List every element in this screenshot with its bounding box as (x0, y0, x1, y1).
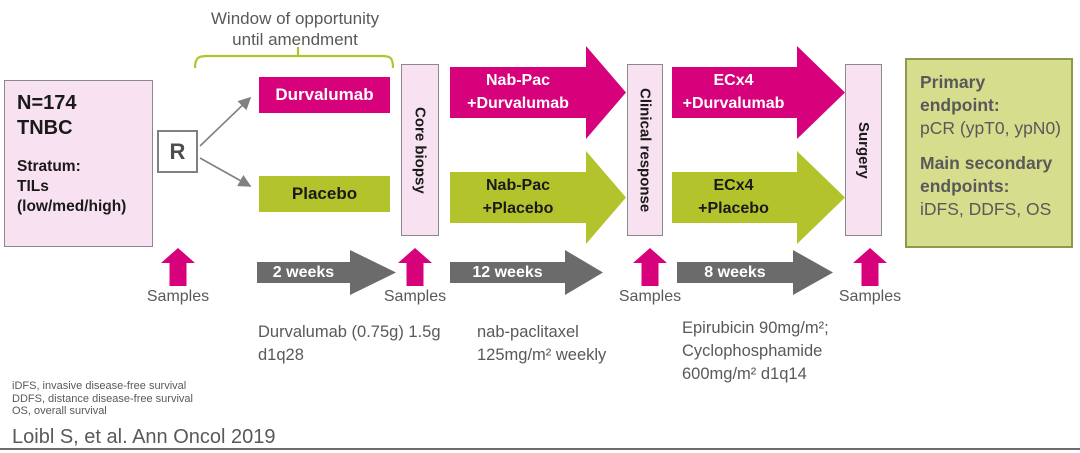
nab-paclitaxel-dose-line1: nab-paclitaxel (477, 323, 579, 341)
nabpac-durvalumab-line2: +Durvalumab (467, 95, 569, 112)
randomization-label: R (169, 138, 186, 164)
durvalumab-dose-text: Durvalumab (0.75g) 1.5g d1q28 (258, 321, 441, 367)
sample-arrow-1 (161, 248, 195, 286)
week12-arrow (450, 250, 603, 295)
week12-label: 12 weeks (472, 264, 543, 281)
clinical-response-label: Clinical response (636, 87, 654, 213)
footnote-ddfs: DDFS, distance disease-free survival (12, 392, 193, 405)
tumor-type: TNBC (17, 117, 73, 139)
clinical-response-box: Clinical response (627, 64, 663, 236)
sample-arrow-2 (398, 248, 432, 286)
week2-arrow (257, 250, 396, 295)
citation: Loibl S, et al. Ann Oncol 2019 (12, 426, 276, 448)
secondary-endpoints-value: iDFS, DDFS, OS (920, 199, 1052, 219)
ec-placebo-label: ECx4 +Placebo (666, 174, 801, 220)
nabpac-placebo-label: Nab-Pac +Placebo (448, 174, 588, 220)
nabpac-placebo-line2: +Placebo (482, 200, 554, 217)
stratum-title: Stratum: (17, 158, 81, 175)
surgery-box: Surgery (845, 64, 882, 236)
durvalumab-dose-line2: d1q28 (258, 346, 304, 364)
n-patients: N=174 (17, 92, 77, 114)
stratum-levels: (low/med/high) (17, 198, 127, 215)
ec-dose-text: Epirubicin 90mg/m²; Cyclophosphamide 600… (682, 317, 829, 386)
primary-endpoint-title-line1: Primary (920, 72, 986, 92)
secondary-endpoints-title-line1: Main secondary (920, 153, 1053, 173)
week8-arrow (677, 250, 833, 295)
window-of-opportunity-label: Window of opportunity until amendment (170, 8, 420, 50)
arm-placebo-box: Placebo (259, 176, 390, 212)
arm-durvalumab-box: Durvalumab (259, 77, 390, 113)
ec-dose-line3: 600mg/m² d1q14 (682, 365, 807, 383)
randomization-arrow-durvalumab (199, 96, 252, 147)
ec-placebo-arrow (672, 151, 845, 244)
abbreviation-footnotes: iDFS, invasive disease-free survival DDF… (12, 380, 193, 418)
ec-durvalumab-line1: ECx4 (713, 72, 754, 89)
stratum-tils: TILs (17, 178, 49, 195)
arm-placebo-label: Placebo (291, 184, 358, 203)
samples-label-2: Samples (383, 288, 447, 305)
arm-durvalumab-label: Durvalumab (275, 85, 374, 104)
samples-label-4: Samples (838, 288, 902, 305)
randomization-box: R (157, 130, 198, 173)
footnote-os: OS, overall survival (12, 405, 107, 417)
week2-label: 2 weeks (272, 264, 335, 281)
nabpac-durvalumab-line1: Nab-Pac (485, 72, 551, 89)
bottom-divider (0, 448, 1080, 450)
ec-placebo-line1: ECx4 (713, 177, 754, 194)
core-biopsy-label: Core biopsy (411, 106, 429, 194)
secondary-endpoints-title-line2: endpoints: (920, 176, 1010, 196)
nab-paclitaxel-dose-line2: 125mg/m² weekly (477, 346, 607, 364)
surgery-label: Surgery (855, 121, 872, 179)
nabpac-durvalumab-label: Nab-Pac +Durvalumab (448, 69, 588, 115)
endpoints-box: Primary endpoint: pCR (ypT0, ypN0) Main … (905, 58, 1073, 248)
nabpac-placebo-line1: Nab-Pac (485, 177, 551, 194)
randomization-arrow-placebo (199, 157, 252, 187)
sample-arrow-3 (633, 248, 667, 286)
core-biopsy-box: Core biopsy (401, 64, 439, 236)
nabpac-placebo-arrow (450, 151, 626, 244)
ec-durvalumab-line2: +Durvalumab (682, 95, 785, 112)
ec-durvalumab-arrow (672, 46, 845, 139)
samples-label-1: Samples (146, 288, 210, 305)
ec-durvalumab-label: ECx4 +Durvalumab (666, 69, 801, 115)
week8-label: 8 weeks (704, 264, 766, 281)
sample-arrow-4 (853, 248, 887, 286)
patient-population-box: N=174 TNBC Stratum: TILs (low/med/high) (4, 80, 153, 247)
nab-paclitaxel-dose-text: nab-paclitaxel 125mg/m² weekly (477, 321, 606, 367)
window-brace-bracket (193, 54, 395, 69)
footnote-idfs: iDFS, invasive disease-free survival (12, 380, 187, 392)
ec-placebo-line2: +Placebo (698, 200, 769, 217)
window-label-line1: Window of opportunity (210, 9, 380, 28)
nabpac-durvalumab-arrow (450, 46, 626, 139)
primary-endpoint-value: pCR (ypT0, ypN0) (920, 118, 1062, 138)
samples-label-3: Samples (618, 288, 682, 305)
window-label-line2: until amendment (232, 30, 358, 49)
ec-dose-line1: Epirubicin 90mg/m²; (682, 319, 829, 337)
ec-dose-line2: Cyclophosphamide (682, 342, 823, 360)
primary-endpoint-title-line2: endpoint: (920, 95, 1000, 115)
durvalumab-dose-line1: Durvalumab (0.75g) 1.5g (258, 323, 441, 341)
